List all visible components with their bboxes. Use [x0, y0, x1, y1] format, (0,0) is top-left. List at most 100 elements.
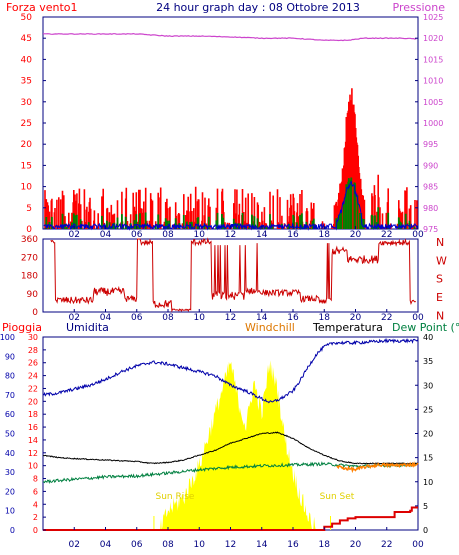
temperature-legend: Temperatura — [312, 321, 383, 334]
x-tick-label: 02 — [69, 313, 80, 323]
wind-y-tick-label: 30 — [21, 98, 33, 108]
temperature-y-tick-label: 40 — [423, 333, 433, 342]
humidity-y-tick-label: 30 — [5, 468, 15, 477]
humidity-y-tick-label: 90 — [5, 352, 15, 361]
temperature-y-tick-label: 25 — [423, 405, 433, 414]
wind-y-tick-label: 15 — [21, 161, 32, 171]
rain-y-tick-label: 10 — [28, 462, 38, 471]
direction-y-tick-label: 0 — [32, 308, 38, 318]
solar-area — [43, 360, 418, 530]
rain-y-tick-label: 18 — [28, 410, 38, 419]
pressure-axis-label: Pressione — [393, 1, 446, 14]
humidity-y-tick-label: 10 — [5, 507, 15, 516]
rain-y-tick-label: 4 — [33, 500, 38, 509]
x-tick-label: 12 — [225, 540, 236, 550]
pressure-y-tick-label: 1015 — [423, 55, 443, 64]
wind-y-tick-label: 10 — [21, 183, 33, 193]
compass-label: S — [436, 273, 443, 286]
x-tick-label: 16 — [287, 230, 299, 240]
rain-y-tick-label: 22 — [28, 384, 38, 393]
x-tick-label: 12 — [225, 230, 236, 240]
rain-y-tick-label: 6 — [33, 487, 38, 496]
x-tick-label: 10 — [194, 230, 206, 240]
x-tick-label: 06 — [131, 313, 143, 323]
x-tick-label: 02 — [69, 230, 80, 240]
rain-y-tick-label: 14 — [28, 436, 38, 445]
pressure-y-tick-label: 995 — [423, 140, 438, 149]
temperature-y-tick-label: 15 — [423, 454, 433, 463]
x-tick-label: 00 — [412, 313, 424, 323]
pressure-y-tick-label: 1010 — [423, 77, 443, 86]
x-tick-label: 14 — [256, 230, 268, 240]
x-tick-label: 00 — [412, 230, 424, 240]
wind-y-tick-label: 35 — [21, 77, 32, 87]
temperature-y-tick-label: 20 — [423, 430, 433, 439]
temperature-y-tick-label: 10 — [423, 478, 433, 487]
rain-y-tick-label: 26 — [28, 359, 38, 368]
pressure-series — [42, 32, 417, 42]
x-tick-label: 08 — [162, 230, 174, 240]
wind-speed-axis-label: Forza vento1 — [6, 1, 78, 14]
pressure-y-tick-label: 980 — [423, 204, 438, 213]
x-tick-label: 18 — [319, 540, 331, 550]
rain-y-tick-label: 8 — [33, 475, 38, 484]
x-tick-label: 10 — [194, 313, 206, 323]
sunset-label: Sun Set — [320, 492, 355, 502]
wind-y-tick-label: 40 — [21, 55, 33, 65]
humidity-y-tick-label: 80 — [5, 372, 15, 381]
rain-y-tick-label: 2 — [33, 513, 38, 522]
compass-label: W — [436, 254, 447, 267]
x-tick-label: 22 — [381, 540, 392, 550]
x-tick-label: 06 — [131, 230, 143, 240]
x-tick-label: 04 — [100, 313, 112, 323]
wind-y-tick-label: 0 — [26, 225, 32, 235]
x-tick-label: 10 — [194, 540, 206, 550]
pressure-y-tick-label: 1025 — [423, 13, 443, 22]
wind-direction-series — [50, 237, 417, 313]
x-tick-label: 04 — [100, 540, 112, 550]
rain-y-tick-label: 30 — [28, 333, 38, 342]
rain-y-tick-label: 16 — [28, 423, 38, 432]
wind-y-tick-label: 45 — [21, 34, 32, 44]
temperature-y-tick-label: 0 — [423, 526, 428, 535]
rain-y-tick-label: 28 — [28, 346, 38, 355]
pressure-y-tick-label: 975 — [423, 225, 438, 234]
compass-label: E — [436, 291, 443, 304]
x-tick-label: 20 — [350, 540, 362, 550]
rain-y-tick-label: 24 — [28, 372, 38, 381]
humidity-series — [42, 337, 419, 404]
pressure-y-tick-label: 1020 — [423, 34, 443, 43]
windchill-series — [336, 461, 419, 474]
wind-y-tick-label: 5 — [26, 204, 32, 214]
rain-series — [43, 506, 418, 531]
rain-y-tick-label: 20 — [28, 397, 38, 406]
sunrise-label: Sun Rise — [156, 492, 195, 502]
x-tick-label: 20 — [350, 230, 362, 240]
humidity-y-tick-label: 0 — [10, 526, 15, 535]
humidity-legend: Umidita — [66, 321, 109, 334]
x-tick-label: 02 — [69, 540, 80, 550]
x-tick-label: 14 — [256, 540, 268, 550]
humidity-y-tick-label: 20 — [5, 487, 15, 496]
x-tick-label: 08 — [162, 540, 174, 550]
humidity-y-tick-label: 50 — [5, 430, 15, 439]
x-tick-label: 08 — [162, 313, 174, 323]
compass-label: N — [436, 236, 444, 249]
x-tick-label: 22 — [381, 230, 392, 240]
direction-y-tick-label: 360 — [21, 235, 38, 245]
temperature-y-tick-label: 30 — [423, 381, 433, 390]
pressure-y-tick-label: 990 — [423, 161, 438, 170]
wind-y-tick-label: 25 — [21, 119, 32, 129]
x-tick-label: 16 — [287, 540, 299, 550]
x-tick-label: 00 — [412, 540, 424, 550]
direction-y-tick-label: 270 — [21, 253, 38, 263]
rain-y-tick-label: 12 — [28, 449, 38, 458]
x-tick-label: 22 — [381, 313, 392, 323]
x-tick-label: 16 — [287, 313, 299, 323]
dewpoint-legend: Dew Point (°C — [392, 321, 459, 334]
x-tick-label: 06 — [131, 540, 143, 550]
temperature-series — [42, 431, 419, 465]
temperature-y-tick-label: 5 — [423, 502, 428, 511]
direction-y-tick-label: 90 — [27, 290, 39, 300]
